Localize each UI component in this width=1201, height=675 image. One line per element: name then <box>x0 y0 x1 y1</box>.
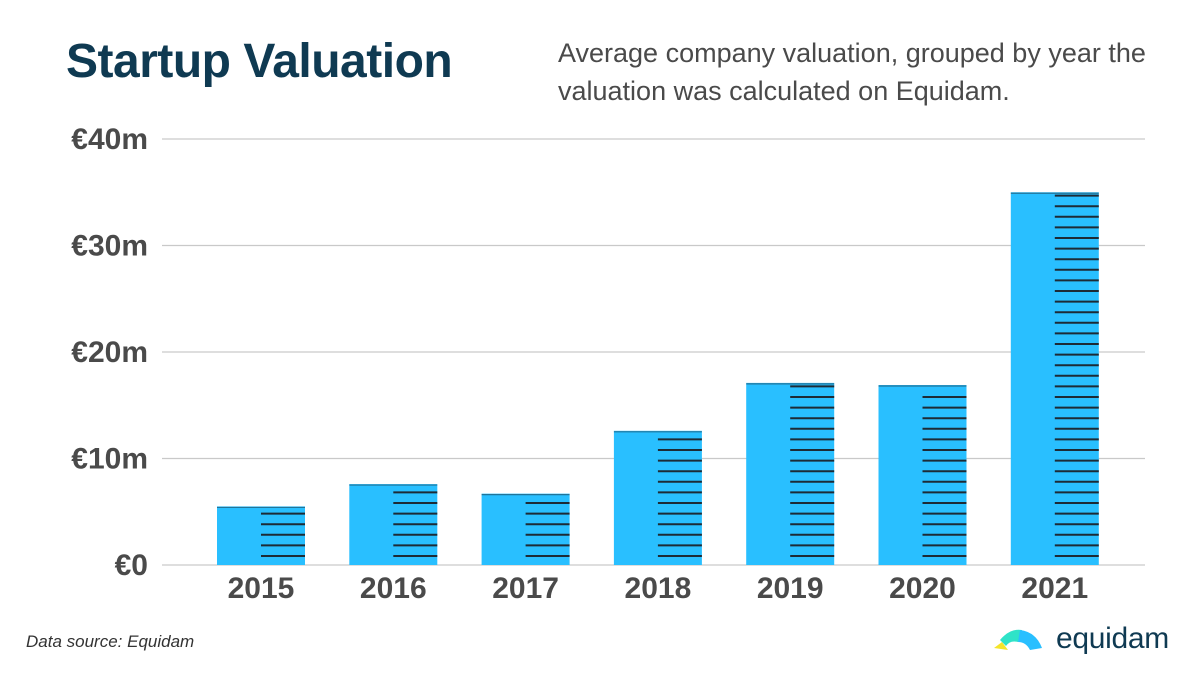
y-tick-label: €10m <box>71 443 148 476</box>
data-source-note: Data source: Equidam <box>26 632 195 651</box>
bar-chart: €0 €10m €20m €30m €40m 2015 2016 2017 2018 2019 20… <box>71 123 1145 605</box>
bar-2017 <box>481 493 570 565</box>
x-tick-label: 2020 <box>889 572 956 605</box>
x-tick-label: 2018 <box>625 572 692 605</box>
x-tick-label: 2017 <box>492 572 559 605</box>
x-tick-label: 2019 <box>757 572 824 605</box>
bar-2018 <box>613 430 702 565</box>
x-tick-label: 2021 <box>1021 572 1088 605</box>
chart-title: Startup Valuation <box>66 35 453 88</box>
chart-subtitle: Average company valuation, grouped by ye… <box>558 38 1146 106</box>
y-tick-label: €30m <box>71 230 148 263</box>
y-tick-label: €20m <box>71 336 148 369</box>
equidam-logo-icon <box>994 629 1042 650</box>
x-tick-label: 2015 <box>228 572 295 605</box>
bar-2019 <box>746 382 835 565</box>
y-tick-label: €0 <box>115 549 148 582</box>
brand-wordmark: equidam <box>1056 622 1169 655</box>
y-tick-label: €40m <box>71 123 148 156</box>
bar-2020 <box>878 385 967 565</box>
x-tick-label: 2016 <box>360 572 427 605</box>
equidam-logo: equidam <box>992 622 1169 656</box>
